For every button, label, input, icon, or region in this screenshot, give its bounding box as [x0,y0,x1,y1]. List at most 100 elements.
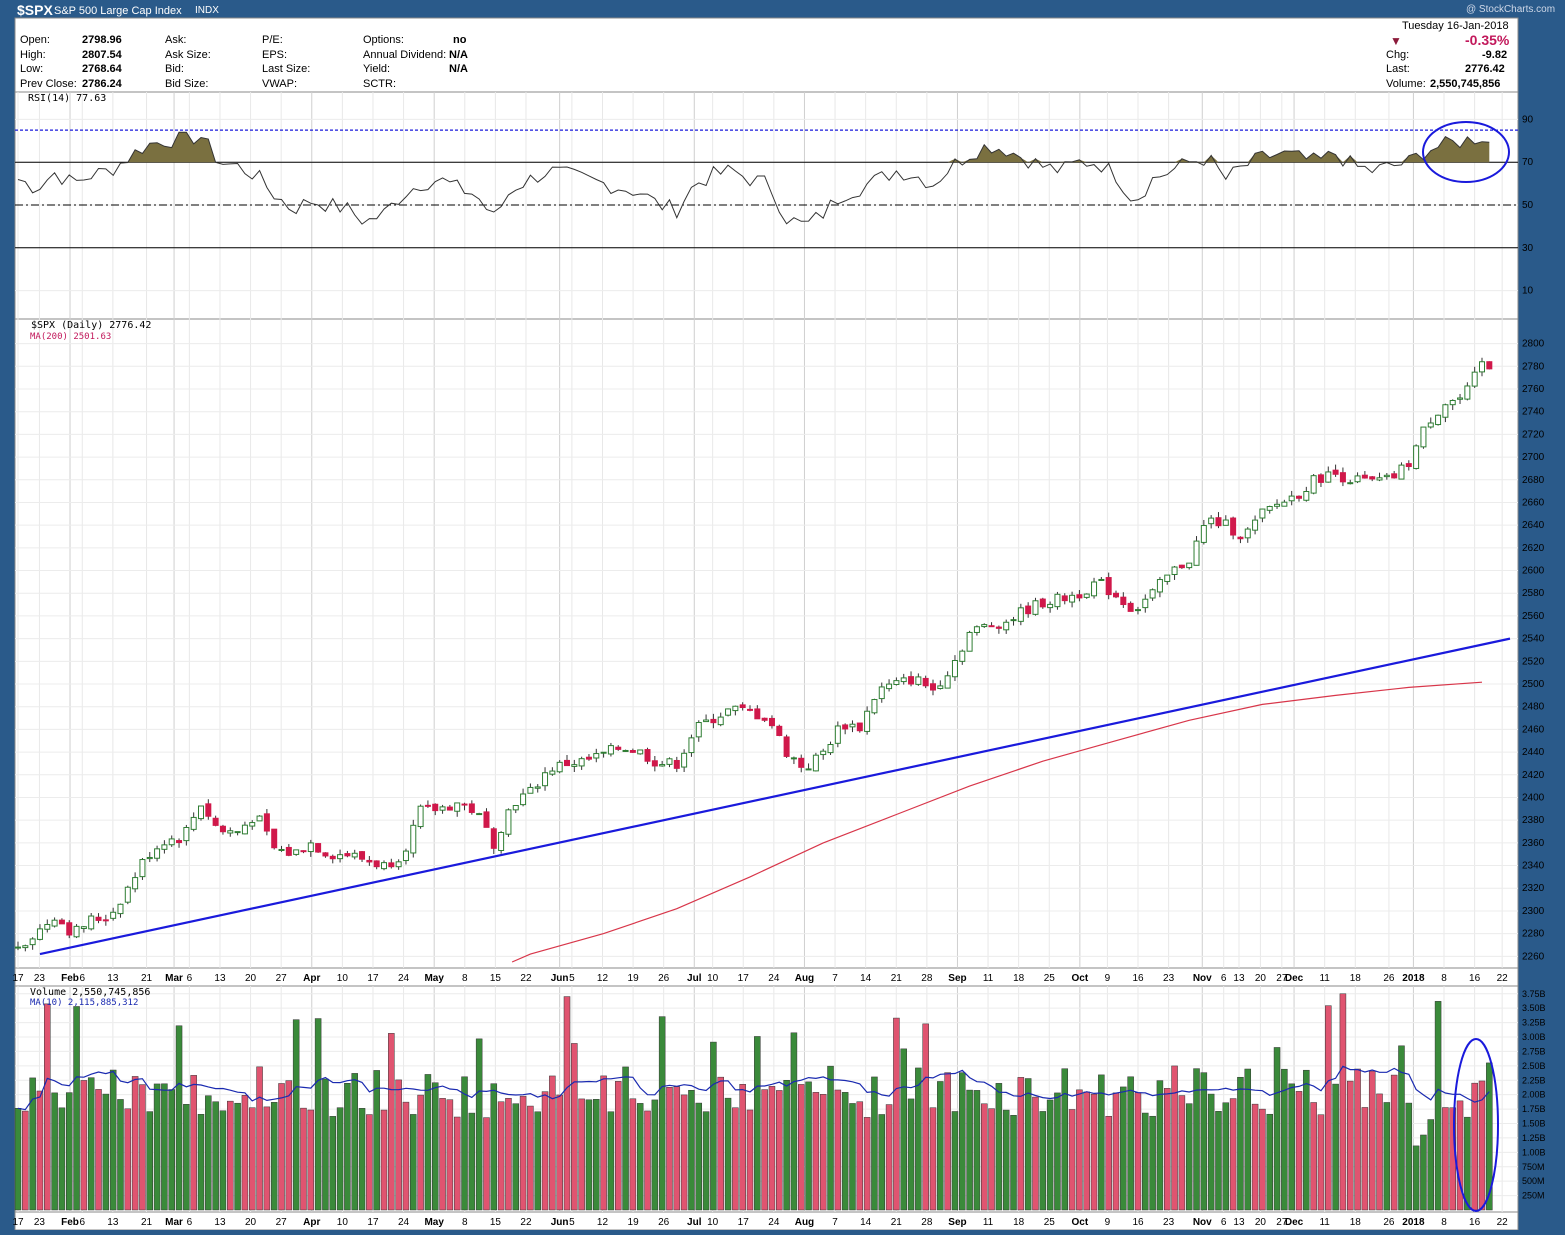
candle-up [1274,503,1281,507]
x-axis-tick-label: Jun [551,1217,569,1228]
volume-bar-down [80,1080,88,1211]
candle-up [1413,445,1420,469]
volume-bar-down [256,1066,263,1211]
volume-bar-down [1163,1088,1171,1211]
x-axis-tick-label: Jun [551,973,569,984]
volume-bar-up [1332,1083,1339,1211]
candle-up [227,830,234,834]
exchange-label: INDX [195,5,219,16]
volume-bar-up [1156,1080,1164,1211]
price-label: $SPX (Daily) 2776.42 [31,320,152,331]
volume-bar-down [571,1043,578,1211]
volume-bar-up [1244,1068,1252,1211]
volume-bar-down [1368,1070,1376,1211]
volume-bar-down [563,996,571,1211]
candle-up [476,813,483,816]
volume-bar-down [812,1092,820,1211]
candle-up [117,903,124,915]
x-axis-tick-label: 2018 [1402,1217,1425,1228]
volume-bar-up [1142,1112,1149,1211]
x-axis-tick-label: Aug [795,973,814,984]
x-axis-tick-label: 17 [738,1217,750,1228]
candle-up [402,850,409,862]
candle-down [468,803,475,813]
candle-up [1427,422,1434,428]
candle-up [900,677,907,683]
candle-up [556,761,563,773]
volume-bar-down [673,1086,681,1211]
x-axis-tick-label: 28 [921,1217,933,1228]
bid-label: Bid: [165,63,184,75]
candle-down [710,718,717,724]
candle-up [124,886,131,903]
price-tick-label: 2440 [1522,747,1545,758]
x-axis-tick-label: 23 [1163,973,1175,984]
price-tick-label: 2520 [1522,656,1545,667]
candle-down [1025,605,1032,615]
x-axis-tick-label: Mar [165,973,183,984]
candle-down [446,806,453,811]
candle-up [607,745,614,755]
candle-down [176,840,183,844]
volume-bar-down [124,1108,132,1211]
volume-bar-up [805,1081,812,1211]
volume-bar-down [893,1017,900,1211]
candle-up [1471,371,1478,387]
volume-bar-down [1083,1091,1090,1211]
candle-down [651,760,658,767]
last-size-label: Last Size: [262,63,311,75]
candle-up [1186,562,1193,569]
candle-down [1039,598,1046,608]
candle-down [263,813,270,832]
candle-down [1113,592,1119,598]
x-axis-tick-label: 6 [1221,1217,1227,1228]
candle-down [922,677,929,687]
x-axis-tick-label: Aug [795,1217,814,1228]
x-axis-tick-label: 13 [107,973,119,984]
candle-down [908,676,915,685]
candle-down [300,850,307,853]
candle-up [1252,519,1259,531]
candle-up [1303,491,1310,501]
candle-up [1047,603,1054,609]
volume-bar-up [1120,1086,1127,1211]
x-axis-tick-label: 17 [12,1217,24,1228]
x-axis-tick-label: 27 [1276,1217,1288,1228]
candle-up [534,786,541,789]
candle-up [1420,426,1427,448]
volume-bar-up [1061,1068,1069,1211]
volume-bar-down [1376,1093,1383,1211]
grid-lines [15,92,1518,1212]
candle-up [132,877,139,890]
volume-bar-down [797,1084,805,1211]
volume-bar-up [966,1089,973,1211]
price-tick-label: 2400 [1522,792,1545,803]
volume-tick-label: 1.25B [1522,1133,1546,1143]
candle-down [1486,361,1493,370]
price-tick-label: 2660 [1522,497,1545,508]
volume-bar-up [1434,1001,1442,1211]
volume-bar-down [1178,1095,1186,1211]
candle-down [754,708,761,720]
x-axis-tick-label: 8 [462,973,468,984]
volume-bar-up [1486,1062,1493,1211]
vwap-label: VWAP: [262,78,298,90]
candle-up [1156,579,1163,593]
candle-up [871,699,878,714]
bid-size-label: Bid Size: [165,78,209,90]
candle-up [512,805,519,811]
volume-bar-down [863,1117,871,1211]
x-axis-tick-label: Dec [1285,973,1304,984]
volume-bar-up [205,1095,212,1211]
volume-bar-up [636,1103,644,1211]
volume-bar-up [1215,1111,1222,1211]
candle-up [454,802,461,812]
header-panel [14,17,1519,93]
candle-down [373,860,380,868]
candle-up [44,924,51,930]
volume-bar-down [497,1101,505,1211]
volume-bar-up [58,1107,66,1211]
volume-bar-down [1105,1115,1112,1211]
volume-highlight-ellipse [1453,1038,1499,1212]
x-axis-tick-label: 10 [337,973,349,984]
